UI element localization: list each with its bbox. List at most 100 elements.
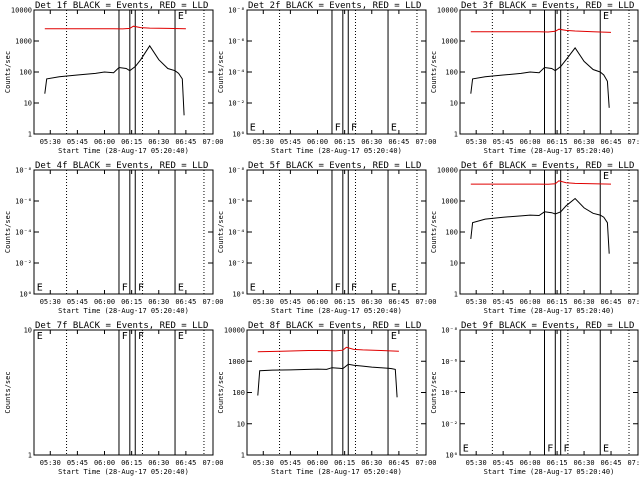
panel-title: Det 9f BLACK = Events, RED = LLD [461,321,634,331]
x-axis-label: Start Time (28-Aug-17 05:20:40) [58,468,189,476]
panel-det-3f: Det 3f BLACK = Events, RED = LLD 1 10 100 10… [430,1,640,155]
x-tick-label: 06:00 [94,138,115,146]
panel-title: Det 8f BLACK = Events, RED = LLD [248,321,421,331]
y-tick-label: 10000 [224,327,245,335]
x-tick-label: 07:00 [202,459,223,467]
x-tick-label: 06:45 [175,459,196,467]
y-tick-label: 1 [28,452,32,460]
flag-marker-e: E [603,444,609,455]
y-tick-label: 10⁻² [441,420,458,428]
panel-det-8f: Det 8f BLACK = Events, RED = LLD 1 10 100 10… [217,321,437,476]
y-tick-label: 10⁻⁶ [228,38,245,46]
flag-marker-e: E [463,444,469,455]
x-axis-label: Start Time (28-Aug-17 05:20:40) [271,468,402,476]
x-axis-label: Start Time (28-Aug-17 05:20:40) [58,147,189,155]
plot-frame [459,329,639,456]
y-tick-label: 10⁻² [228,100,245,108]
y-tick-label: 100 [232,389,245,397]
x-tick-label: 06:30 [361,298,382,306]
x-tick-label: 05:30 [466,459,487,467]
events-series-line [470,197,610,254]
y-tick-label: 10 [24,327,32,335]
panel-title: Det 3f BLACK = Events, RED = LLD [461,1,634,11]
x-tick-label: 07:00 [627,459,640,467]
x-tick-label: 06:00 [307,138,328,146]
x-tick-label: 07:00 [415,459,436,467]
plot-frame [33,169,214,295]
y-axis-label: Counts/sec [217,51,225,93]
y-axis-label: Counts/sec [430,371,438,413]
y-tick-label: 100 [19,69,32,77]
x-tick-label: 06:45 [175,138,196,146]
panel-det-7f: Det 7f BLACK = Events, RED = LLD 1 10 Count… [4,321,224,476]
y-tick-label: 10⁻⁶ [228,198,245,206]
y-tick-label: 10 [450,100,458,108]
y-tick-label: 10⁻⁸ [15,167,32,175]
x-tick-label: 05:45 [280,138,301,146]
panel-title: Det 5f BLACK = Events, RED = LLD [248,161,421,171]
flag-marker-e: E [178,331,184,342]
y-tick-label: 1 [454,291,458,299]
flag-marker-f: F [138,283,144,294]
y-axis-label: Counts/sec [4,371,12,413]
y-tick-label: 10⁻⁸ [228,7,245,15]
y-tick-label: 10⁻⁴ [441,389,458,397]
x-tick-label: 05:30 [466,298,487,306]
flag-marker-e: E [250,123,256,134]
panel-title: Det 1f BLACK = Events, RED = LLD [35,1,208,11]
plot-frame [246,169,427,295]
y-tick-label: 10⁰ [232,131,245,139]
x-tick-label: 06:15 [121,138,142,146]
y-axis-label: Counts/sec [430,51,438,93]
flag-marker-e: E [603,171,609,182]
y-tick-label: 10⁻⁴ [228,69,245,77]
flag-marker-f: F [351,283,357,294]
y-tick-label: 1 [454,131,458,139]
x-tick-label: 07:00 [202,298,223,306]
y-axis-label: Counts/sec [4,51,12,93]
x-tick-label: 07:00 [415,138,436,146]
y-tick-label: 1000 [228,358,245,366]
x-tick-label: 06:00 [520,459,541,467]
x-tick-label: 06:15 [334,138,355,146]
flag-marker-f: F [138,331,144,342]
y-tick-label: 10⁻⁸ [228,167,245,175]
flag-marker-e: E [37,331,43,342]
x-tick-label: 05:30 [40,138,61,146]
x-tick-label: 06:00 [307,298,328,306]
x-tick-label: 06:45 [600,459,621,467]
flag-marker-e: E [178,11,184,22]
x-tick-label: 05:45 [280,459,301,467]
panel-det-2f: Det 2f BLACK = Events, RED = LLD 10⁰ 10⁻² 1… [217,1,437,155]
plot-frame [459,9,639,135]
y-tick-label: 10⁻⁴ [228,229,245,237]
x-tick-label: 06:15 [121,459,142,467]
x-tick-label: 06:15 [334,298,355,306]
lld-series-line [257,346,399,353]
flag-marker-f: F [122,331,128,342]
x-tick-label: 06:45 [388,459,409,467]
flag-marker-f: F [335,123,341,134]
flag-marker-f: F [122,283,128,294]
x-tick-label: 05:30 [40,298,61,306]
y-tick-label: 1 [28,131,32,139]
flag-marker-f: F [563,444,569,455]
panel-title: Det 4f BLACK = Events, RED = LLD [35,161,208,171]
x-tick-label: 06:30 [574,298,595,306]
x-axis-label: Start Time (28-Aug-17 05:20:40) [58,307,189,315]
lld-series-line [44,25,186,30]
x-tick-label: 05:45 [493,459,514,467]
x-tick-label: 07:00 [202,138,223,146]
y-axis-label: Counts/sec [217,211,225,253]
x-tick-label: 06:45 [175,298,196,306]
y-axis-label: Counts/sec [4,211,12,253]
y-tick-label: 10⁰ [232,291,245,299]
y-tick-label: 10⁻⁴ [15,229,32,237]
panel-title: Det 7f BLACK = Events, RED = LLD [35,321,208,331]
y-tick-label: 10000 [437,7,458,15]
x-tick-label: 06:00 [307,459,328,467]
y-tick-label: 100 [445,69,458,77]
x-tick-label: 05:30 [466,138,487,146]
x-tick-label: 05:30 [253,138,274,146]
